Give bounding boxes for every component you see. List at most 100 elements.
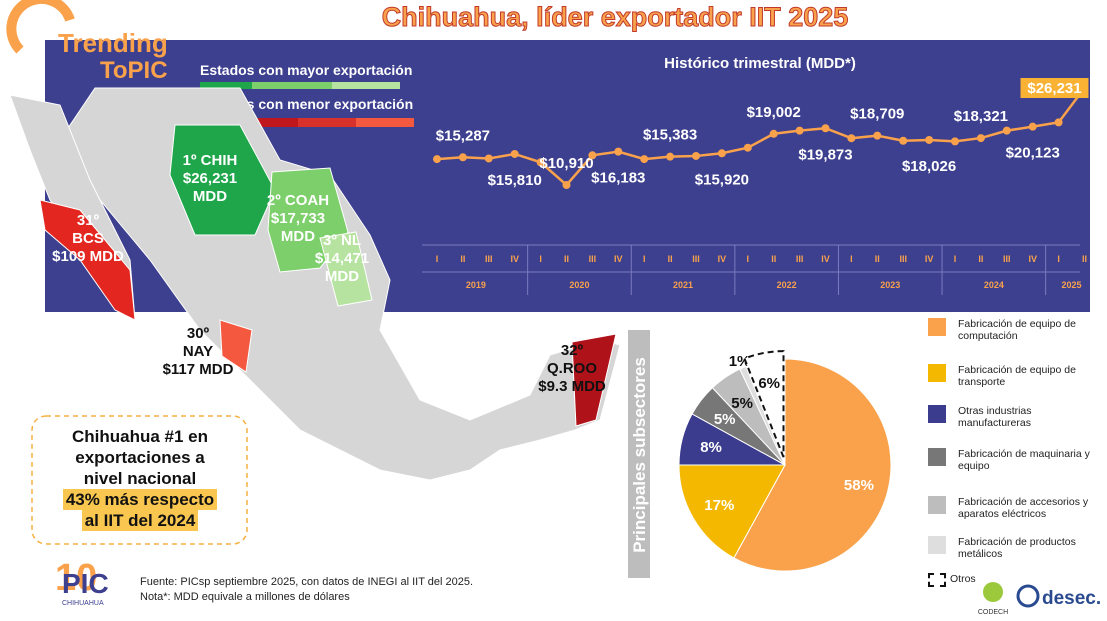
state-label: 3º NL <box>323 232 361 249</box>
point <box>873 131 882 140</box>
legend-swatch <box>928 573 946 587</box>
point <box>640 155 649 164</box>
logo-city: CHIHUAHUA <box>62 600 104 607</box>
legend-label: Otros <box>950 573 976 585</box>
x-tick-label: I <box>747 254 750 264</box>
value-label: $20,123 <box>1006 145 1060 162</box>
state-label: 32º <box>561 342 584 359</box>
value-label: $18,321 <box>954 108 1008 125</box>
point <box>795 126 804 135</box>
legend-swatch <box>298 118 356 127</box>
x-tick-label: I <box>436 254 439 264</box>
state-label: MDD <box>281 228 315 245</box>
state-qroo <box>571 333 617 427</box>
x-tick-label: III <box>589 254 597 264</box>
slice-label: 5% <box>731 395 753 412</box>
point <box>433 155 441 164</box>
x-tick-label: III <box>796 254 804 264</box>
value-label: $15,810 <box>488 172 542 189</box>
legend-swatch <box>928 318 946 336</box>
value-label: $15,383 <box>643 127 697 144</box>
legend-swatch <box>356 118 414 127</box>
slice-label: 1% <box>729 353 751 370</box>
logo-text: ToPIC <box>100 57 168 84</box>
state-label: MDD <box>193 188 227 205</box>
x-tick-label: IV <box>821 254 830 264</box>
value-label: $15,920 <box>695 171 749 188</box>
year-label: 2024 <box>984 280 1004 290</box>
state-label: $9.3 MDD <box>538 378 606 395</box>
note: Nota*: MDD equivale a millones de dólare… <box>140 591 350 603</box>
point <box>847 134 856 143</box>
state-label: $17,733 <box>271 210 325 227</box>
value-label: $10,910 <box>539 155 593 172</box>
state-label: 1º CHIH <box>183 152 238 169</box>
callout-line: exportaciones a <box>75 448 205 467</box>
value-label: $26,231 <box>1027 80 1081 97</box>
legend-swatch <box>928 536 946 554</box>
logo-desec-mark <box>1016 584 1040 608</box>
year-label: 2019 <box>466 280 486 290</box>
x-tick-label: I <box>643 254 646 264</box>
point <box>951 137 959 146</box>
x-tick-label: II <box>875 254 880 264</box>
point <box>614 147 623 156</box>
year-label: 2022 <box>777 280 797 290</box>
year-label: 2023 <box>880 280 900 290</box>
value-label: $19,002 <box>747 104 801 121</box>
point <box>1054 118 1063 127</box>
x-tick-label: II <box>978 254 983 264</box>
value-label: $19,873 <box>798 146 852 163</box>
legend-swatch <box>332 82 400 89</box>
legend-label: Fabricación de equipo de transporte <box>958 364 1076 388</box>
legend-swatch <box>928 448 946 466</box>
legend-label: Fabricación de productos metálicos <box>958 536 1076 560</box>
callout-line: Chihuahua #1 en <box>71 427 209 446</box>
state-nl <box>319 231 373 307</box>
point <box>821 124 830 133</box>
point <box>458 153 467 162</box>
x-tick-label: II <box>460 254 465 264</box>
state-label: Q.ROO <box>547 360 597 377</box>
point <box>717 149 726 158</box>
source: Fuente: PICsp septiembre 2025, con datos… <box>140 576 473 588</box>
pie-slice <box>739 365 786 466</box>
x-tick-label: IV <box>1028 254 1037 264</box>
logo-text: Trending <box>58 28 168 58</box>
x-tick-label: III <box>692 254 700 264</box>
x-tick-label: IV <box>614 254 623 264</box>
point <box>588 151 597 160</box>
legend-label: Otras industrias manufactureras <box>958 405 1032 429</box>
point <box>536 158 545 167</box>
logo-codech-mark <box>983 582 1003 602</box>
pie-title: Principales subsectores <box>630 357 649 553</box>
state-label: $109 MDD <box>52 248 124 265</box>
point <box>562 181 571 189</box>
state-nay <box>219 319 253 373</box>
callout-highlight: al IIT del 2024 <box>81 510 199 531</box>
legend-swatch <box>252 82 332 89</box>
slice-label: 17% <box>704 497 734 514</box>
title: Chihuahua, líder exportador IIT 2025 <box>382 2 849 32</box>
state-label: $14,471 <box>315 250 369 267</box>
x-tick-label: III <box>485 254 493 264</box>
x-tick-label: II <box>1082 254 1087 264</box>
state-label: 30º <box>187 325 210 342</box>
point <box>743 143 752 152</box>
point <box>510 149 519 158</box>
x-tick-label: I <box>1057 254 1060 264</box>
legend-swatch <box>928 405 946 423</box>
highlight-box <box>1020 78 1089 98</box>
logo-10: 10 <box>55 557 97 599</box>
point <box>769 129 778 138</box>
line-title: Histórico trimestral (MDD*) <box>664 55 856 72</box>
pie-slice <box>733 358 892 572</box>
logo-arc <box>6 0 75 54</box>
slice-label: 6% <box>758 375 780 392</box>
map <box>9 87 621 481</box>
legend-swatch <box>240 118 298 127</box>
pie-slice <box>743 350 785 458</box>
x-tick-label: IV <box>925 254 934 264</box>
